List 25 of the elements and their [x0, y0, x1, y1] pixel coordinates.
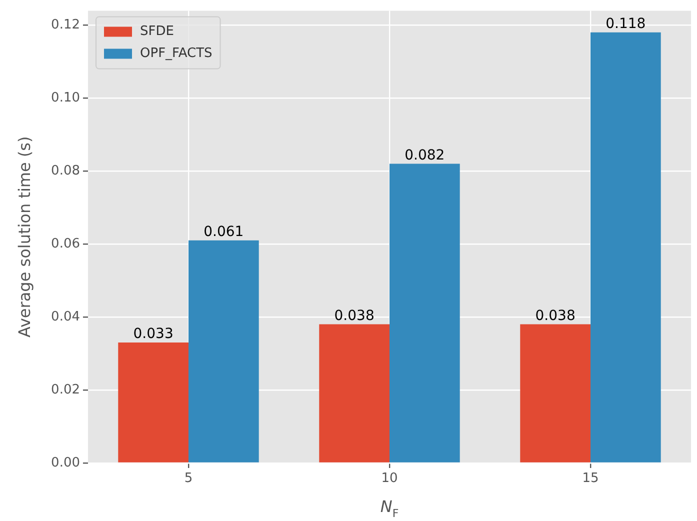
y-tick-label: 0.00	[51, 455, 80, 470]
data-label: 0.033	[133, 326, 174, 342]
data-label: 0.038	[334, 308, 374, 324]
legend-label: SFDE	[140, 24, 174, 40]
bar	[118, 342, 188, 462]
legend-label: OPF_FACTS	[140, 46, 212, 62]
bar	[188, 240, 259, 462]
y-axis-title: Average solution time (s)	[15, 136, 34, 338]
y-tick-label: 0.04	[51, 309, 80, 324]
y-tick-label: 0.08	[51, 163, 80, 178]
data-label: 0.118	[606, 16, 646, 32]
data-label: 0.082	[404, 147, 445, 164]
bar	[590, 32, 661, 462]
bar	[520, 324, 590, 462]
x-tick-label: 15	[582, 471, 599, 486]
y-tick-label: 0.02	[51, 382, 80, 398]
data-label: 0.061	[204, 224, 244, 240]
y-tick-label: 0.12	[51, 17, 80, 32]
data-label: 0.038	[535, 308, 576, 324]
x-tick-label: 10	[381, 471, 398, 486]
bar	[319, 324, 390, 462]
y-tick-label: 0.06	[51, 236, 80, 252]
x-tick-label: 5	[184, 471, 193, 486]
y-tick-label: 0.10	[51, 90, 80, 106]
bar	[390, 164, 460, 462]
